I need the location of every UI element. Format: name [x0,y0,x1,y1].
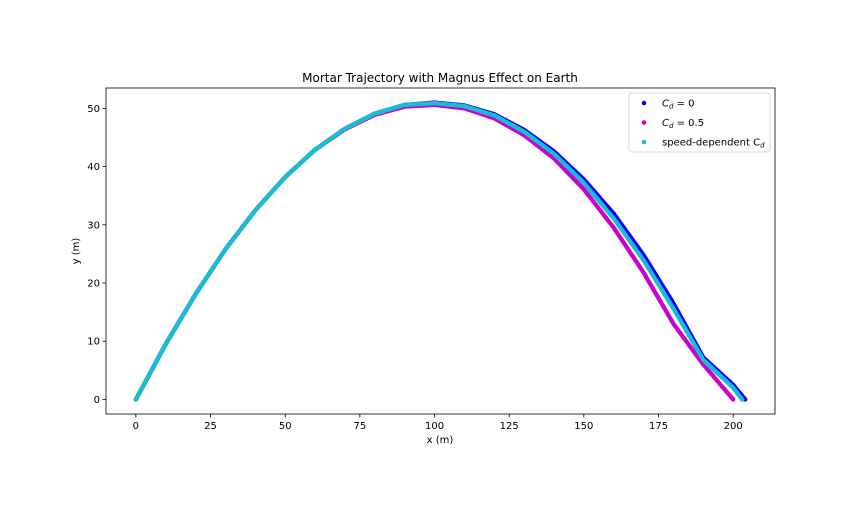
y-tick-label: 40 [87,162,100,173]
legend-marker [641,100,647,106]
y-tick-label: 10 [87,337,100,348]
data-point [730,397,736,402]
legend-entry-subscript: d [760,142,765,150]
y-axis-ticks: 0 10 20 30 40 50 [87,104,106,406]
y-tick-label: 30 [87,220,100,231]
x-tick-label: 125 [500,421,519,432]
legend-marker [641,139,647,145]
legend-box [628,92,771,153]
x-tick-label: 200 [724,421,743,432]
legend-entry-subscript: d [669,103,674,111]
x-tick-label: 25 [204,421,217,432]
x-axis-label: x (m) [427,435,454,446]
legend-entry-suffix: = 0 [673,99,694,110]
legend-entry: Cd = 0.5 [662,118,704,130]
legend-marker [641,120,647,125]
y-axis-label: y (m) [71,238,82,265]
legend-entry-prefix: C [662,99,669,110]
x-tick-label: 50 [279,421,292,432]
chart-title: Mortar Trajectory with Magnus Effect on … [302,71,578,85]
y-tick-label: 20 [87,279,100,290]
x-tick-label: 100 [425,421,444,432]
legend-entry-suffix: = 0.5 [673,118,704,129]
legend-entry-subscript: d [669,122,674,130]
x-tick-label: 0 [133,421,139,432]
y-tick-label: 50 [87,104,100,115]
legend-entry-prefix: speed-dependent C [662,138,760,149]
legend-entry-prefix: C [662,118,669,129]
x-tick-label: 150 [574,421,593,432]
x-tick-label: 175 [649,421,668,432]
x-tick-label: 75 [353,421,366,432]
axes-frame [105,87,776,415]
plot-area [105,87,776,415]
x-axis-ticks: 0 25 50 75 100 125 150 175 200 [133,414,743,432]
series-2 [133,100,745,402]
series-layer [133,100,748,402]
data-point [739,397,745,402]
y-tick-label: 0 [94,395,100,406]
legend-entry: Cd = 0 [662,99,695,111]
legend-entry: speed-dependent Cd [662,138,765,150]
